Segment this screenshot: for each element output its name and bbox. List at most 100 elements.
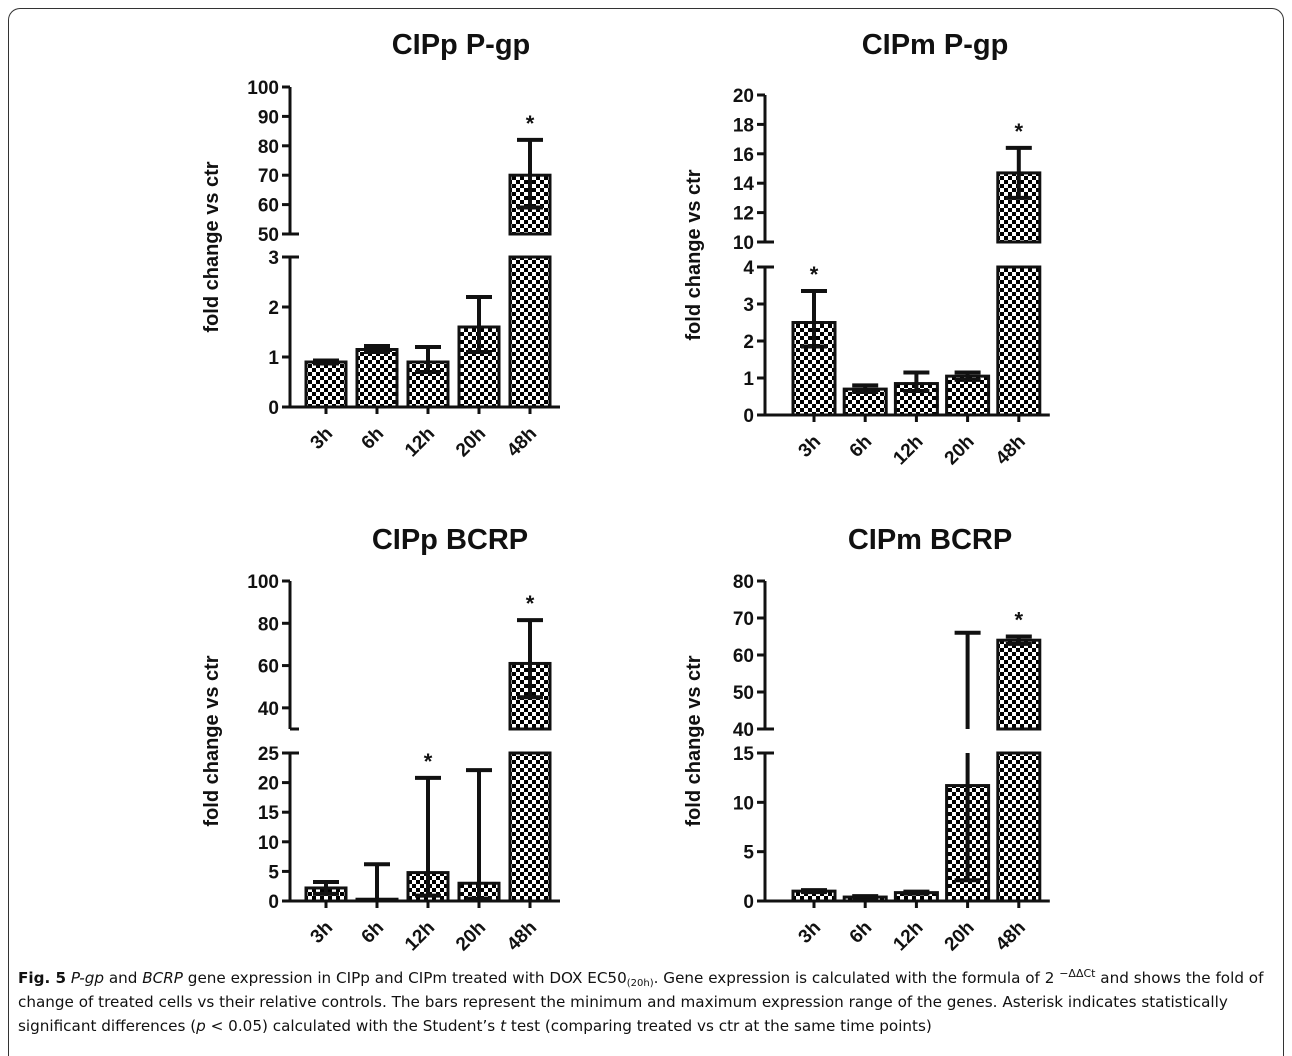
- y-tick-label: 16: [733, 145, 754, 166]
- caption-gene-bcrp: BCRP: [142, 969, 183, 987]
- y-tick-label: 70: [258, 166, 279, 187]
- y-tick-label: 15: [733, 744, 755, 765]
- y-tick-label: 3: [743, 295, 754, 316]
- figure-caption: Fig. 5 P-gp and BCRP gene expression in …: [18, 966, 1276, 1038]
- y-tick-label: 10: [733, 793, 754, 814]
- x-tick-label: 3h: [307, 917, 338, 948]
- caption-sup-ddct: −ΔΔCt: [1059, 967, 1096, 980]
- x-tick-label: 6h: [358, 423, 389, 454]
- y-tick-label: 60: [258, 196, 279, 217]
- y-tick-label: 80: [258, 614, 279, 635]
- y-tick-label: 0: [743, 406, 754, 427]
- bar-lower-segment: [508, 255, 552, 409]
- y-tick-label: 80: [733, 572, 754, 593]
- caption-text-4: < 0.05) calculated with the Student’s: [205, 1017, 501, 1035]
- bar-lower-segment: [996, 751, 1042, 903]
- x-tick-label: 12h: [401, 423, 439, 461]
- caption-text-5: test (comparing treated vs ctr at the sa…: [506, 1017, 932, 1035]
- significance-marker: *: [424, 749, 433, 774]
- bar-lower-segment: [996, 265, 1042, 417]
- chart-title: CIPp BCRP: [372, 524, 528, 556]
- x-tick-label: 3h: [795, 917, 826, 948]
- bar: [355, 348, 399, 409]
- chart-panel-4: CIPm BCRP fold change vs ctr 3h 6h 12h 20h * 48…: [683, 524, 1050, 955]
- significance-marker: *: [1015, 119, 1024, 144]
- y-tick-label: 100: [247, 572, 279, 593]
- x-tick-label: 3h: [307, 423, 338, 454]
- chart-panel-2: CIPm P-gp fold change vs ctr * 3h 6h 12h 20h * 4…: [683, 29, 1050, 469]
- x-tick-label: 6h: [846, 917, 877, 948]
- caption-text-1: gene expression in CIPp and CIPm treated…: [182, 969, 627, 987]
- y-tick-label: 60: [258, 657, 279, 678]
- y-tick-label: 1: [743, 369, 754, 390]
- y-tick-label: 1: [268, 348, 279, 369]
- x-tick-label: 20h: [941, 917, 979, 955]
- y-tick-label: 5: [268, 862, 279, 883]
- y-axis-label: fold change vs ctr: [201, 655, 223, 826]
- y-axis-label: fold change vs ctr: [683, 655, 705, 826]
- chart-panel-1: CIPp P-gp fold change vs ctr 3h 6h 12h 20h * 48…: [201, 29, 560, 461]
- bar-lower-segment: [508, 751, 552, 903]
- x-tick-label: 6h: [846, 431, 877, 462]
- caption-gene-pgp: P-gp: [70, 969, 104, 987]
- x-tick-label: 20h: [452, 917, 490, 955]
- chart-panel-3: CIPp BCRP fold change vs ctr 3h 6h * 12h 20h * 4…: [201, 524, 560, 955]
- chart-title: CIPp P-gp: [392, 29, 531, 61]
- y-tick-label: 25: [258, 744, 280, 765]
- y-tick-label: 3: [268, 248, 279, 269]
- y-tick-label: 50: [733, 683, 754, 704]
- x-tick-label: 12h: [889, 431, 927, 469]
- y-tick-label: 10: [733, 233, 754, 254]
- caption-t-letter: t: [500, 1017, 507, 1035]
- x-tick-label: 20h: [452, 423, 490, 461]
- y-tick-label: 0: [743, 892, 754, 913]
- y-tick-label: 80: [258, 137, 279, 158]
- x-tick-label: 48h: [503, 423, 541, 461]
- y-tick-label: 100: [247, 78, 279, 99]
- caption-fig-label: Fig. 5: [18, 969, 67, 987]
- y-tick-label: 40: [733, 720, 754, 741]
- x-tick-label: 12h: [401, 917, 439, 955]
- x-tick-label: 48h: [992, 917, 1030, 955]
- caption-text-3: and shows the fold of change of treated …: [18, 969, 1264, 1035]
- caption-and: and: [104, 969, 143, 987]
- y-tick-label: 20: [258, 774, 279, 795]
- y-tick-label: 15: [258, 803, 280, 824]
- y-tick-label: 2: [268, 298, 279, 319]
- caption-p-letter: p: [196, 1017, 206, 1035]
- significance-marker: *: [526, 111, 535, 136]
- y-tick-label: 12: [733, 204, 754, 225]
- significance-marker: *: [810, 262, 819, 287]
- x-tick-label: 48h: [992, 431, 1030, 469]
- x-tick-label: 48h: [503, 917, 541, 955]
- y-tick-label: 4: [743, 258, 754, 279]
- caption-sub-20h: (20h): [626, 978, 654, 989]
- bar: [304, 360, 348, 409]
- bar: [945, 374, 991, 417]
- y-tick-label: 5: [743, 843, 754, 864]
- y-tick-label: 10: [258, 833, 279, 854]
- caption-text-2: . Gene expression is calculated with the…: [653, 969, 1060, 987]
- figure-frame: [8, 8, 1284, 1056]
- y-tick-label: 90: [258, 107, 279, 128]
- y-axis-label: fold change vs ctr: [683, 169, 705, 340]
- y-tick-label: 0: [268, 892, 279, 913]
- significance-marker: *: [1015, 608, 1024, 633]
- y-tick-label: 0: [268, 398, 279, 419]
- x-tick-label: 20h: [941, 431, 979, 469]
- chart-title: CIPm P-gp: [862, 29, 1009, 61]
- y-tick-label: 18: [733, 115, 754, 136]
- y-tick-label: 60: [733, 646, 754, 667]
- x-tick-label: 12h: [889, 917, 927, 955]
- y-tick-label: 20: [733, 86, 754, 107]
- y-tick-label: 2: [743, 332, 754, 353]
- bar-upper-segment: [996, 638, 1042, 731]
- y-tick-label: 14: [733, 174, 755, 195]
- significance-marker: *: [526, 591, 535, 616]
- chart-title: CIPm BCRP: [848, 524, 1012, 556]
- y-axis-label: fold change vs ctr: [201, 161, 223, 332]
- y-tick-label: 70: [733, 609, 754, 630]
- y-tick-label: 50: [258, 225, 279, 246]
- y-tick-label: 40: [258, 699, 279, 720]
